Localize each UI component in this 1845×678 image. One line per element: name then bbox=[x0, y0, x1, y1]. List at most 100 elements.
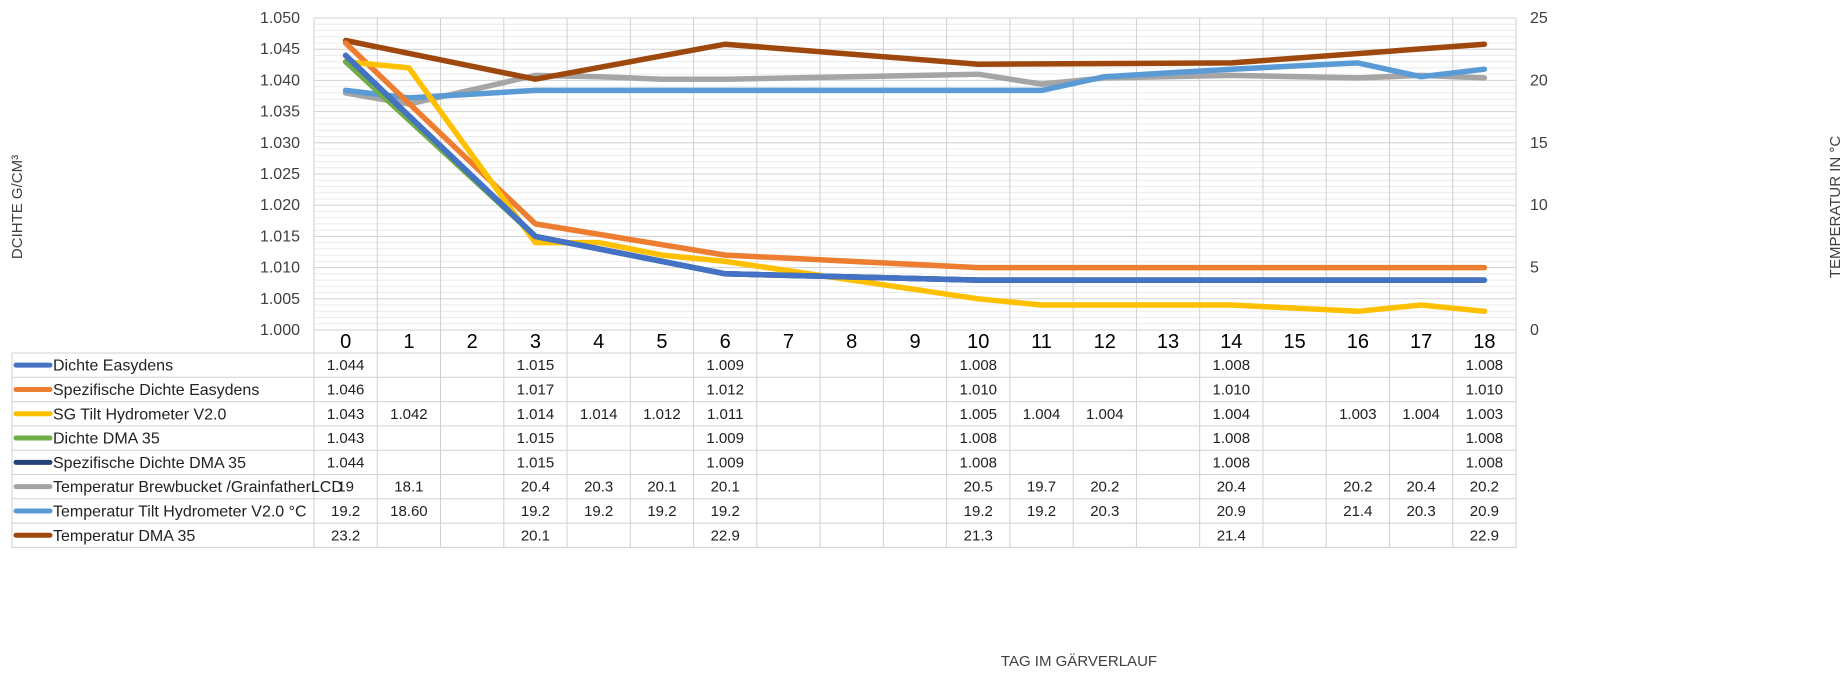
x-tick-label: 16 bbox=[1347, 331, 1369, 353]
data-label: 1.012 bbox=[643, 406, 681, 423]
x-tick-label: 11 bbox=[1031, 331, 1052, 353]
data-label: 1.009 bbox=[706, 454, 744, 471]
x-tick-label: 6 bbox=[720, 331, 731, 353]
y-tick-label-right: 0 bbox=[1530, 322, 1539, 339]
legend-label: Temperatur Tilt Hydrometer V2.0 °C bbox=[53, 503, 307, 520]
series-line bbox=[342, 71, 1488, 107]
data-label: 1.042 bbox=[390, 406, 428, 423]
grid bbox=[313, 17, 1517, 548]
data-label: 1.004 bbox=[1213, 406, 1251, 423]
data-label: 20.5 bbox=[964, 479, 993, 496]
data-label: 1.043 bbox=[327, 406, 365, 423]
data-label: 1.010 bbox=[1466, 381, 1504, 398]
y-tick-label-right: 25 bbox=[1530, 10, 1548, 27]
data-label: 1.008 bbox=[1466, 430, 1504, 447]
x-tick-label: 7 bbox=[783, 331, 794, 353]
series-line bbox=[342, 58, 1488, 315]
x-tick-label: 1 bbox=[403, 331, 414, 353]
legend-label: Temperatur DMA 35 bbox=[53, 528, 195, 545]
y-tick-label-left: 1.025 bbox=[260, 166, 300, 183]
x-tick-label: 4 bbox=[593, 331, 604, 353]
data-label: 19.2 bbox=[647, 503, 676, 520]
data-label: 1.009 bbox=[706, 357, 744, 374]
legend-label: Dichte Easydens bbox=[53, 358, 173, 375]
data-label: 20.9 bbox=[1470, 503, 1499, 520]
data-label: 1.008 bbox=[1466, 454, 1504, 471]
data-label: 1.008 bbox=[959, 430, 997, 447]
data-label: 21.4 bbox=[1217, 527, 1246, 544]
data-label: 20.3 bbox=[584, 479, 613, 496]
data-label: 1.008 bbox=[959, 454, 997, 471]
data-label: 1.003 bbox=[1339, 406, 1377, 423]
data-label: 1.012 bbox=[706, 381, 744, 398]
y-axis-title-left: DCIHTE G/CM³ bbox=[9, 155, 26, 259]
data-label: 20.2 bbox=[1470, 479, 1499, 496]
data-label: 1.014 bbox=[580, 406, 618, 423]
data-label: 1.017 bbox=[517, 381, 555, 398]
series-line bbox=[342, 58, 1488, 283]
data-label: 20.4 bbox=[1407, 479, 1436, 496]
x-tick-label: 10 bbox=[967, 331, 989, 353]
x-tick-label: 17 bbox=[1410, 331, 1432, 353]
data-label: 1.014 bbox=[517, 406, 555, 423]
x-tick-label: 0 bbox=[340, 331, 351, 353]
data-label: 1.044 bbox=[327, 357, 365, 374]
legend-label: Spezifische Dichte DMA 35 bbox=[53, 455, 246, 472]
y-tick-label-left: 1.035 bbox=[260, 104, 300, 121]
legend-label: SG Tilt Hydrometer V2.0 bbox=[53, 406, 226, 423]
legend-label: Spezifische Dichte Easydens bbox=[53, 382, 259, 399]
y-tick-label-right: 15 bbox=[1530, 135, 1548, 152]
x-tick-label: 8 bbox=[846, 331, 857, 353]
x-tick-label: 18 bbox=[1473, 331, 1495, 353]
data-label: 1.009 bbox=[706, 430, 744, 447]
data-label: 1.008 bbox=[1466, 357, 1504, 374]
data-label: 19.2 bbox=[711, 503, 740, 520]
data-label: 20.4 bbox=[521, 479, 550, 496]
x-tick-label: 15 bbox=[1283, 331, 1305, 353]
y-tick-label-right: 20 bbox=[1530, 72, 1548, 89]
y-tick-label-right: 10 bbox=[1530, 197, 1548, 214]
data-label: 1.015 bbox=[517, 357, 555, 374]
data-label: 20.1 bbox=[521, 527, 550, 544]
y-tick-label-right: 5 bbox=[1530, 260, 1539, 277]
data-label: 1.011 bbox=[707, 406, 743, 423]
y-tick-label-left: 1.050 bbox=[260, 10, 300, 27]
legend-label: Dichte DMA 35 bbox=[53, 431, 160, 448]
x-axis-title: TAG IM GÄRVERLAUF bbox=[1001, 653, 1157, 670]
data-label: 22.9 bbox=[711, 527, 740, 544]
axes: 1.000 1.005 1.010 1.015 1.020 1.025 1.030 1.035… bbox=[260, 10, 1548, 353]
data-label: 23.2 bbox=[331, 527, 360, 544]
data-label: 1.044 bbox=[327, 454, 365, 471]
data-label: 20.4 bbox=[1217, 479, 1246, 496]
series-line bbox=[342, 40, 1488, 271]
series-line bbox=[342, 60, 1488, 101]
data-label: 20.1 bbox=[647, 479, 676, 496]
data-label: 18.1 bbox=[394, 479, 423, 496]
y-tick-label-left: 1.045 bbox=[260, 41, 300, 58]
data-label: 20.1 bbox=[711, 479, 740, 496]
data-label: 1.004 bbox=[1086, 406, 1124, 423]
y-tick-label-left: 1.000 bbox=[260, 322, 300, 339]
data-label: 1.043 bbox=[327, 430, 365, 447]
data-label: 1.008 bbox=[1213, 454, 1251, 471]
data-label: 1.010 bbox=[959, 381, 997, 398]
data-label: 1.003 bbox=[1466, 406, 1504, 423]
y-tick-label-left: 1.005 bbox=[260, 291, 300, 308]
data-label: 19.2 bbox=[331, 503, 360, 520]
y-tick-label-left: 1.030 bbox=[260, 135, 300, 152]
legend-label: Temperatur Brewbucket /GrainfatherLCD bbox=[53, 479, 343, 496]
data-label: 19.7 bbox=[1027, 479, 1056, 496]
data-label: 1.010 bbox=[1213, 381, 1251, 398]
data-label: 20.3 bbox=[1407, 503, 1436, 520]
data-label: 1.004 bbox=[1023, 406, 1061, 423]
data-label: 18.60 bbox=[390, 503, 428, 520]
series-lines bbox=[342, 37, 1488, 315]
data-label: 19.2 bbox=[1027, 503, 1056, 520]
x-tick-label: 9 bbox=[909, 331, 920, 353]
data-label: 20.3 bbox=[1090, 503, 1119, 520]
y-tick-label-left: 1.040 bbox=[260, 72, 300, 89]
x-tick-label: 13 bbox=[1157, 331, 1179, 353]
data-label: 1.008 bbox=[1213, 430, 1251, 447]
series-line bbox=[342, 52, 1488, 283]
